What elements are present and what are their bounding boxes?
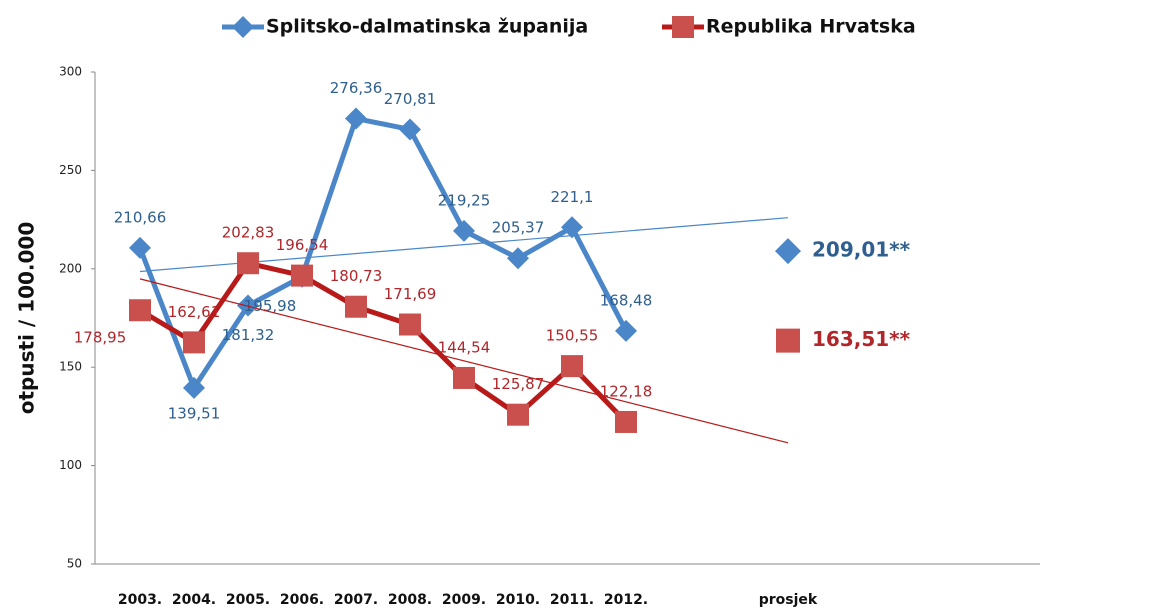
y-tick-label: 100 bbox=[59, 458, 82, 472]
value-label: 144,54 bbox=[438, 338, 491, 356]
legend-label: Republika Hrvatska bbox=[706, 16, 916, 38]
point bbox=[183, 331, 205, 354]
x-tick-label: 2005. bbox=[226, 592, 270, 608]
point bbox=[129, 299, 151, 322]
x-tick-label: 2007. bbox=[334, 592, 378, 608]
value-label: 205,37 bbox=[492, 219, 545, 237]
point bbox=[345, 107, 367, 130]
value-label: 221,1 bbox=[551, 188, 594, 206]
y-tick-label: 50 bbox=[67, 557, 82, 571]
x-tick-label: 2011. bbox=[550, 592, 594, 608]
trend-line bbox=[139, 278, 789, 444]
value-label: 196,54 bbox=[276, 236, 329, 254]
value-label: 168,48 bbox=[600, 291, 653, 309]
value-label: 276,36 bbox=[330, 79, 383, 97]
point bbox=[561, 216, 583, 239]
legend-marker bbox=[232, 16, 254, 38]
value-label: 122,18 bbox=[600, 382, 653, 400]
value-label: 210,66 bbox=[114, 208, 167, 226]
value-label: 139,51 bbox=[168, 404, 221, 422]
point bbox=[399, 118, 421, 141]
x-tick-label: 2006. bbox=[280, 592, 324, 608]
value-label: 125,87 bbox=[492, 375, 545, 393]
value-label: 195,98 bbox=[244, 297, 297, 315]
x-tick-label: 2008. bbox=[388, 592, 432, 608]
point bbox=[615, 319, 637, 342]
x-tick-label: 2009. bbox=[442, 592, 486, 608]
x-tick-label: 2004. bbox=[172, 592, 216, 608]
x-tick-label: 2012. bbox=[604, 592, 648, 608]
series-line bbox=[138, 260, 628, 424]
point bbox=[291, 264, 313, 287]
point bbox=[237, 294, 259, 317]
point bbox=[399, 313, 421, 336]
value-label: 270,81 bbox=[384, 90, 437, 108]
point bbox=[615, 410, 637, 433]
value-label: 171,69 bbox=[384, 285, 437, 303]
value-label: 178,95 bbox=[74, 329, 127, 347]
point bbox=[237, 252, 259, 275]
point bbox=[561, 355, 583, 378]
y-tick-label: 200 bbox=[59, 261, 82, 275]
value-label: 150,55 bbox=[546, 327, 599, 345]
y-tick-label: 150 bbox=[59, 360, 82, 374]
y-tick-label: 250 bbox=[59, 163, 82, 177]
legend-label: Splitsko-dalmatinska županija bbox=[266, 16, 588, 38]
average-marker bbox=[776, 328, 800, 353]
value-label: 181,32 bbox=[222, 326, 275, 344]
series-line bbox=[137, 116, 629, 391]
y-axis-label: otpusti / 100.000 bbox=[15, 222, 39, 415]
average-label: 163,51** bbox=[812, 327, 911, 351]
point bbox=[345, 295, 367, 318]
value-label: 180,73 bbox=[330, 267, 383, 285]
x-tick-label: 2010. bbox=[496, 592, 540, 608]
point bbox=[129, 236, 151, 259]
point bbox=[183, 376, 205, 399]
value-label: 162,61 bbox=[168, 303, 221, 321]
value-label: 202,83 bbox=[222, 224, 275, 242]
point bbox=[453, 219, 475, 242]
x-tick-label: prosjek bbox=[759, 592, 818, 608]
x-tick-label: 2003. bbox=[118, 592, 162, 608]
point bbox=[507, 403, 529, 426]
value-label: 219,25 bbox=[438, 191, 491, 209]
point bbox=[507, 247, 529, 270]
y-tick-label: 300 bbox=[59, 65, 82, 79]
average-marker bbox=[775, 238, 801, 265]
point bbox=[453, 366, 475, 389]
average-label: 209,01** bbox=[812, 238, 911, 262]
legend-marker bbox=[672, 16, 694, 38]
